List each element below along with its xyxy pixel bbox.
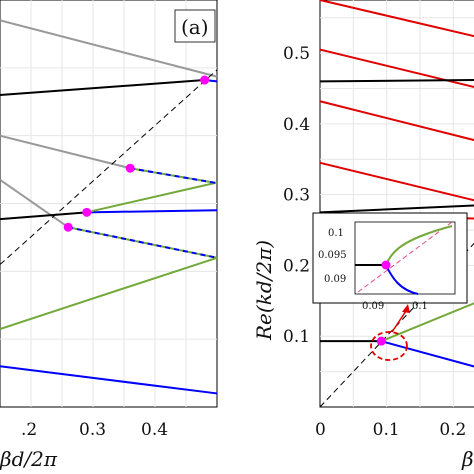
series-line (0, 19, 218, 78)
callout-arrow-head (402, 304, 410, 313)
inset-ytick: 0.09 (324, 274, 346, 285)
inset-marker (381, 260, 391, 270)
series-line (319, 204, 474, 214)
series-line (0, 365, 218, 395)
x-tick-label: .2 (21, 420, 37, 440)
eigen-marker (125, 163, 135, 173)
panel-a-grid (0, 0, 217, 407)
y-tick-label: 0.3 (283, 186, 310, 206)
series-line (0, 134, 131, 170)
series-line (319, 100, 474, 142)
panel-a-xticks: .2 0.3 0.4 (21, 420, 168, 440)
series-line (0, 211, 87, 221)
x-tick-label: 0 (315, 420, 326, 440)
eigen-marker (82, 207, 92, 217)
series-line (0, 256, 218, 330)
panel-a-series (0, 19, 218, 395)
series-line (0, 69, 218, 265)
panel-b-xticks: 0 0.1 0.2 (315, 420, 466, 440)
inset-xtick: 0.1 (412, 301, 428, 312)
inset-ytick: 0.095 (318, 250, 347, 261)
inset-ytick: 0.1 (328, 228, 344, 239)
series-line (319, 48, 474, 89)
y-tick-label: 0.1 (283, 327, 310, 347)
inset-plot-area (354, 221, 456, 295)
panel-a-tag: (a) (181, 15, 209, 39)
panel-a-tag-box (174, 9, 216, 43)
x-tick-label: 0.3 (79, 420, 106, 440)
panel-b: 0.1 0.2 0.3 0.4 0.5 0 0.1 0.2 Re(kd/2π) β 0.1 … (252, 0, 474, 471)
series-line (381, 340, 474, 368)
y-tick-label: 0.5 (283, 44, 310, 64)
panel-a: (a) .2 0.3 0.4 βd/2π (0, 0, 218, 471)
eigen-marker (63, 222, 73, 232)
callout-ellipse (370, 331, 408, 361)
series-line (319, 79, 474, 83)
x-tick-label: 0.1 (373, 420, 400, 440)
panel-a-markers (63, 75, 210, 232)
inset-xtick: 0.09 (362, 301, 384, 312)
eigen-marker (376, 336, 386, 346)
panel-b-xlabel: β (461, 447, 474, 471)
inset-diagonal (357, 221, 453, 293)
series-line (319, 161, 474, 202)
panel-a-xlabel: βd/2π (0, 447, 58, 471)
x-tick-label: 0.4 (141, 420, 168, 440)
panel-b-ylabel: Re(kd/2π) (252, 240, 276, 341)
eigen-marker (200, 75, 210, 85)
inset: 0.1 0.095 0.09 0.09 0.1 (312, 212, 468, 312)
series-line (130, 167, 218, 185)
series-line (319, 0, 474, 38)
series-line (0, 79, 205, 96)
panel-b-yticks: 0.1 0.2 0.3 0.4 0.5 (283, 44, 310, 347)
series-line (86, 209, 218, 214)
x-tick-label: 0.2 (439, 420, 466, 440)
series-line (67, 226, 218, 259)
y-tick-label: 0.2 (283, 256, 310, 276)
y-tick-label: 0.4 (283, 115, 310, 135)
series-line (86, 181, 218, 214)
panel-b-markers (376, 336, 386, 346)
series-line (0, 178, 69, 229)
